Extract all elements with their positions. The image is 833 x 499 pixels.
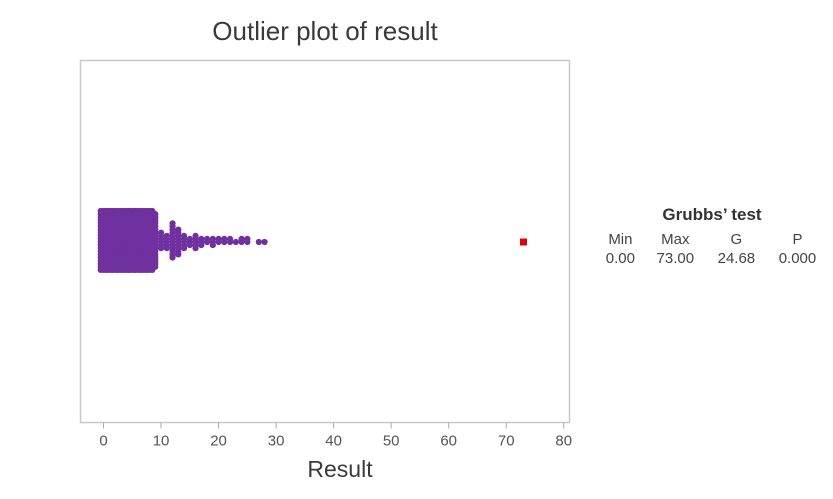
data-point xyxy=(186,242,193,249)
data-point xyxy=(203,235,211,242)
outlier-point xyxy=(519,238,527,246)
x-tick-label: 80 xyxy=(555,433,572,450)
data-point xyxy=(163,245,170,252)
data-point xyxy=(238,235,245,242)
grubbs-header-g: G xyxy=(730,231,743,248)
chart-title: Outlier plot of result xyxy=(212,16,438,46)
data-point xyxy=(186,235,193,242)
grubbs-test-panel: Grubbs’ test Min Max G P 0.00 73.00 24.6… xyxy=(596,205,828,267)
grubbs-value-min: 0.00 xyxy=(605,250,635,267)
x-tick-label: 50 xyxy=(383,433,400,450)
x-tick-label: 20 xyxy=(210,433,227,450)
data-point xyxy=(157,229,165,236)
x-tick-label: 10 xyxy=(153,433,170,450)
grubbs-test-title: Grubbs’ test xyxy=(662,205,762,224)
x-axis: 0 10 20 30 40 50 60 70 80 xyxy=(99,422,572,450)
data-point xyxy=(180,245,188,252)
grubbs-value-max: 73.00 xyxy=(656,250,695,267)
data-point xyxy=(244,235,251,242)
data-points xyxy=(97,207,268,273)
data-point xyxy=(226,235,234,242)
x-tick-label: 30 xyxy=(268,433,285,450)
data-point xyxy=(192,245,199,252)
data-point xyxy=(198,235,205,242)
grubbs-value-p: 0.000 xyxy=(778,250,817,267)
grubbs-header-min: Min xyxy=(608,231,633,248)
data-point xyxy=(198,242,205,249)
x-axis-label: Result xyxy=(307,456,373,482)
data-point xyxy=(169,220,176,227)
data-point xyxy=(209,242,216,249)
data-point xyxy=(157,245,165,252)
data-point xyxy=(152,211,159,218)
grubbs-test-table: Min Max G P 0.00 73.00 24.68 0.000 xyxy=(596,231,828,267)
data-point xyxy=(215,235,222,242)
data-point xyxy=(232,238,239,246)
x-tick-label: 0 xyxy=(99,433,107,450)
x-tick-label: 70 xyxy=(498,433,515,450)
outlier-points xyxy=(519,238,527,246)
x-tick-label: 40 xyxy=(325,433,342,450)
data-point xyxy=(221,235,228,242)
data-point xyxy=(169,254,176,261)
data-point xyxy=(209,235,216,242)
data-point xyxy=(175,226,182,233)
data-point xyxy=(163,232,170,239)
data-point xyxy=(192,232,199,239)
data-point xyxy=(175,251,182,258)
grubbs-header-max: Max xyxy=(661,231,690,248)
data-point xyxy=(255,238,262,246)
x-tick-label: 60 xyxy=(440,433,457,450)
grubbs-header-p: P xyxy=(792,231,803,248)
data-point xyxy=(180,232,188,239)
plot-frame xyxy=(79,59,571,424)
data-point xyxy=(152,263,159,270)
data-point xyxy=(261,238,268,246)
grubbs-value-g: 24.68 xyxy=(717,250,756,267)
